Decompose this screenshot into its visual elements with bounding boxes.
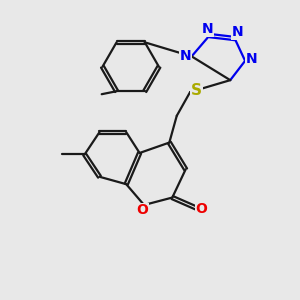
- Text: N: N: [232, 25, 244, 39]
- Text: N: N: [202, 22, 214, 36]
- Text: O: O: [196, 202, 207, 216]
- Text: S: S: [191, 83, 202, 98]
- Text: O: O: [136, 203, 148, 217]
- Text: N: N: [246, 52, 257, 66]
- Text: N: N: [179, 50, 191, 63]
